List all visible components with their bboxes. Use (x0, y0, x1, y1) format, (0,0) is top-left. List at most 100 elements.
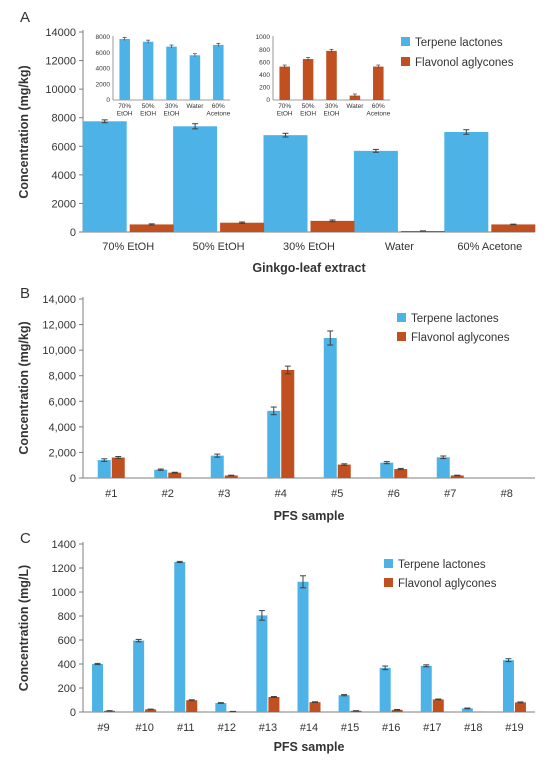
x-tick-label: #13 (259, 722, 277, 734)
y-tick-label: 1200 (52, 563, 76, 575)
terpene-bar--17 (421, 666, 432, 712)
flavonol-bar--11 (186, 700, 197, 712)
x-tick-label: #18 (464, 722, 482, 734)
terpene-bar--10 (133, 641, 144, 712)
x-tick-label: #1 (105, 488, 117, 500)
legend-label-terpene: Terpene lactones (411, 313, 499, 325)
terpene-bar-60-acetone (444, 132, 488, 232)
terpene-bar--3 (211, 456, 224, 478)
y-tick-label: 600 (58, 635, 76, 647)
inset-y-tick-label: 200 (259, 85, 270, 92)
flavonol-bar-30-etoh (311, 221, 355, 232)
y-axis-title: Concentration (mg/kg) (17, 65, 31, 198)
y-tick-label: 0 (70, 227, 76, 239)
inset-chart-terpene: 0200040006000800070%EtOH50%EtOH30%EtOHWa… (96, 34, 231, 117)
y-tick-label: 800 (58, 611, 76, 623)
legend-label-flavonol: Flavonol aglycones (411, 332, 510, 344)
legend-swatch-flavonol (397, 332, 406, 341)
x-tick-label: #4 (275, 488, 287, 500)
x-tick-label: 50% EtOH (193, 241, 245, 253)
inset-x-tick-label: Water (186, 103, 204, 110)
inset-x-tick-label: Water (346, 103, 364, 110)
x-tick-label: #10 (135, 722, 153, 734)
legend-label-flavonol: Flavonol aglycones (398, 578, 497, 590)
x-tick-label: #17 (423, 722, 441, 734)
terpene-bar--6 (380, 463, 393, 478)
terpene-bar--9 (92, 664, 103, 712)
y-tick-label: 4000 (52, 170, 76, 182)
legend-label-flavonol: Flavonol aglycones (415, 57, 514, 69)
terpene-bar--4 (267, 411, 280, 478)
terpene-bar--1 (98, 460, 111, 478)
terpene-bar--12 (215, 703, 226, 712)
terpene-bar--15 (339, 695, 350, 712)
y-tick-label: 400 (58, 659, 76, 671)
inset-chart-flavonol: 0200400600800100070%EtOH50%EtOH30%EtOHWa… (256, 34, 391, 117)
y-tick-label: 1000 (52, 587, 76, 599)
x-tick-label: Water (385, 241, 414, 253)
inset-x-tick-label: 70%EtOH (277, 103, 293, 118)
terpene-bar--5 (324, 338, 337, 478)
terpene-bar--14 (298, 582, 309, 712)
x-tick-label: #16 (382, 722, 400, 734)
legend-label-terpene: Terpene lactones (398, 559, 486, 571)
x-axis-title: PFS sample (274, 740, 345, 754)
x-tick-label: #7 (444, 488, 456, 500)
y-tick-label: 6000 (52, 141, 76, 153)
inset-x-tick-label: 50%EtOH (140, 103, 156, 118)
y-tick-label: 10,000 (42, 345, 76, 357)
x-tick-label: #14 (300, 722, 318, 734)
inset-y-tick-label: 600 (259, 59, 270, 66)
legend-swatch-flavonol (384, 578, 393, 587)
y-tick-label: 0 (70, 473, 76, 485)
terpene-bar-water (354, 151, 398, 232)
y-axis-title: Concentration (mg/kg) (17, 321, 31, 454)
y-tick-label: 4,000 (48, 422, 76, 434)
terpene-bar--11 (174, 562, 185, 712)
legend-label-terpene: Terpene lactones (415, 37, 503, 49)
panel-letter-c: C (20, 530, 31, 547)
x-tick-label: #19 (505, 722, 523, 734)
x-tick-label: #12 (218, 722, 236, 734)
x-tick-label: #9 (97, 722, 109, 734)
inset-bar (303, 59, 314, 100)
inset-y-tick-label: 0 (266, 97, 270, 104)
x-tick-label: 30% EtOH (283, 241, 335, 253)
flavonol-bar--6 (394, 469, 407, 478)
flavonol-bar-50-etoh (220, 223, 264, 232)
y-tick-label: 14000 (45, 27, 76, 39)
terpene-bar-70-etoh (83, 121, 127, 232)
chart-panel-b: 02,0004,0006,0008,00010,00012,00014,000#… (17, 294, 535, 523)
terpene-bar--7 (437, 457, 450, 478)
inset-x-tick-label: 60%Acetone (366, 103, 390, 118)
y-tick-label: 12000 (45, 56, 76, 68)
y-tick-label: 1400 (52, 539, 76, 551)
legend-swatch-flavonol (401, 57, 410, 66)
inset-x-tick-label: 30%EtOH (164, 103, 180, 118)
inset-bar (166, 47, 177, 100)
inset-x-tick-label: 70%EtOH (117, 103, 133, 118)
inset-y-tick-label: 4000 (96, 66, 111, 73)
y-tick-label: 8000 (52, 113, 76, 125)
flavonol-bar--17 (433, 699, 444, 712)
x-axis-title: Ginkgo-leaf extract (252, 261, 366, 275)
legend-swatch-terpene (397, 313, 406, 322)
y-tick-label: 12,000 (42, 320, 76, 332)
inset-y-tick-label: 8000 (96, 34, 111, 41)
terpene-bar-50-etoh (173, 126, 217, 232)
panel-letter-a: A (20, 9, 30, 26)
inset-bar (190, 55, 201, 100)
inset-y-tick-label: 1000 (256, 34, 271, 41)
flavonol-bar--1 (112, 458, 125, 478)
flavonol-bar-60-acetone (491, 224, 535, 232)
inset-y-tick-label: 0 (106, 97, 110, 104)
terpene-bar--2 (154, 470, 167, 478)
terpene-bar--13 (256, 615, 267, 712)
inset-y-tick-label: 800 (259, 47, 270, 54)
x-tick-label: #6 (388, 488, 400, 500)
inset-y-tick-label: 2000 (96, 81, 111, 88)
legend-swatch-terpene (384, 559, 393, 568)
inset-bar (143, 42, 154, 100)
x-tick-label: #11 (177, 722, 195, 734)
